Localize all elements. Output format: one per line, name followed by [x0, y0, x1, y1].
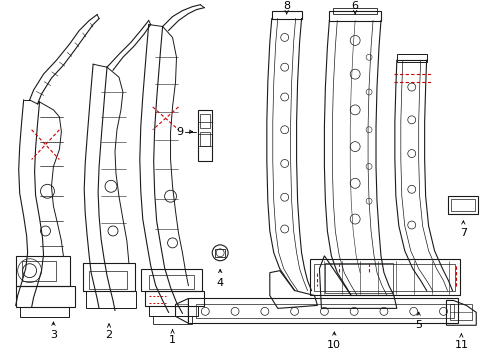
Bar: [329, 11, 380, 21]
Bar: [309, 259, 459, 296]
Text: 11: 11: [453, 334, 468, 350]
Bar: [89, 271, 126, 288]
Text: 10: 10: [326, 332, 341, 350]
Bar: [200, 114, 210, 128]
Bar: [196, 305, 453, 318]
Text: 8: 8: [283, 1, 290, 14]
Bar: [314, 264, 454, 291]
Bar: [141, 269, 202, 291]
Bar: [271, 11, 301, 19]
Bar: [21, 261, 56, 280]
Text: 5: 5: [414, 312, 421, 330]
Text: 9: 9: [176, 127, 183, 137]
Bar: [86, 291, 136, 309]
Bar: [16, 285, 75, 307]
Text: 2: 2: [105, 324, 112, 340]
Text: 3: 3: [50, 322, 57, 340]
Bar: [200, 132, 210, 145]
Bar: [144, 291, 204, 306]
Bar: [83, 263, 135, 291]
Bar: [333, 8, 376, 14]
Bar: [449, 305, 471, 320]
Text: 7: 7: [459, 221, 466, 238]
Text: 1: 1: [169, 329, 176, 345]
Bar: [152, 316, 192, 324]
Text: 6: 6: [351, 1, 358, 14]
Bar: [450, 199, 474, 211]
Bar: [20, 307, 69, 317]
Bar: [188, 298, 457, 323]
Text: 4: 4: [216, 269, 224, 288]
Bar: [396, 54, 426, 62]
Bar: [325, 263, 392, 293]
Bar: [198, 110, 212, 162]
Bar: [148, 275, 194, 288]
Bar: [215, 249, 224, 257]
Bar: [16, 256, 70, 285]
Bar: [148, 306, 198, 316]
Bar: [447, 196, 477, 214]
